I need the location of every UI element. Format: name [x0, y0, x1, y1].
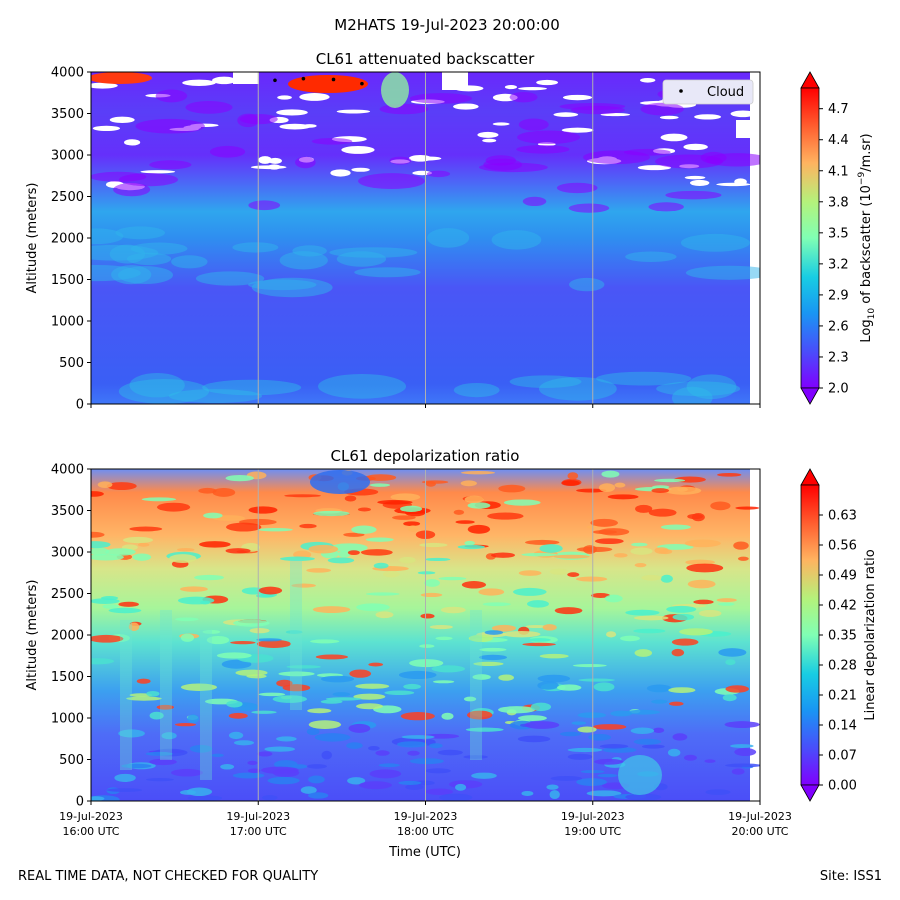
cloud-legend: Cloud [662, 79, 754, 105]
x-tick-date: 19-Jul-2023 [394, 810, 458, 823]
y-tick-label: 0 [76, 795, 84, 810]
x-tick-date: 19-Jul-2023 [59, 810, 123, 823]
y-tick-label: 1000 [51, 315, 84, 330]
x-tick-date: 19-Jul-2023 [561, 810, 625, 823]
cloud-legend-marker [679, 89, 683, 93]
colorbar-tick-label: 0.42 [828, 599, 857, 614]
colorbar-tick-label: 0.63 [828, 509, 857, 524]
backscatter-ylabel: Altitude (meters) [25, 183, 40, 294]
colorbar-tick-label: 0.07 [828, 749, 857, 764]
depolarization-panel: CL61 depolarization ratio 0 500 1000 1500 20… [25, 447, 878, 860]
depolarization-colorbar-label: Linear depolarization ratio [863, 549, 878, 720]
y-tick-label: 3000 [51, 546, 84, 561]
x-tick-date: 19-Jul-2023 [226, 810, 290, 823]
backscatter-colorbar-label: Log10 of backscatter (10−9/m.sr) [857, 133, 877, 342]
y-tick-label: 500 [59, 356, 84, 371]
y-tick-label: 4000 [51, 463, 84, 478]
depolarization-colorbar: 0.00 0.07 0.14 0.21 0.28 0.35 0.42 0.49 0.56 0.63… [800, 468, 878, 802]
colorbar-tick-label: 2.6 [828, 319, 849, 334]
colorbar-tick-label: 2.3 [828, 350, 849, 365]
x-tick-time: 20:00 UTC [731, 825, 788, 838]
y-tick-label: 2000 [51, 629, 84, 644]
colorbar-tick-label: 0.49 [828, 569, 857, 584]
colorbar-tick-label: 4.4 [828, 133, 849, 148]
cloud-layer-red [288, 75, 368, 93]
y-tick-label: 2500 [51, 587, 84, 602]
colorbar-tick-label: 4.1 [828, 164, 849, 179]
backscatter-panel: CL61 attenuated backscatter 0 500 1000 1500… [25, 50, 877, 413]
x-tick-time: 16:00 UTC [62, 825, 119, 838]
figure-title: M2HATS 19-Jul-2023 20:00:00 [334, 16, 559, 34]
x-tick-time: 17:00 UTC [230, 825, 287, 838]
colorbar-tick-label: 0.00 [828, 779, 857, 794]
backscatter-title: CL61 attenuated backscatter [316, 50, 535, 68]
cloud-point [301, 76, 306, 81]
colorbar-tick-label: 0.21 [828, 689, 857, 704]
colorbar-tick-label: 4.7 [828, 102, 849, 117]
y-tick-label: 2500 [51, 190, 84, 205]
cloud-legend-label: Cloud [707, 85, 744, 100]
y-tick-label: 500 [59, 753, 84, 768]
cloud-point [331, 77, 336, 82]
y-tick-label: 3500 [51, 504, 84, 519]
y-tick-label: 3500 [51, 107, 84, 122]
depolarization-title: CL61 depolarization ratio [331, 447, 520, 465]
colorbar-tick-label: 2.0 [828, 382, 849, 397]
x-tick-date: 19-Jul-2023 [728, 810, 792, 823]
depolarization-ylabel: Altitude (meters) [25, 580, 40, 691]
colorbar-tick-label: 0.35 [828, 629, 857, 644]
cloud-point [273, 78, 277, 83]
y-tick-label: 1500 [51, 273, 84, 288]
colorbar-tick-label: 0.56 [828, 539, 857, 554]
y-tick-label: 0 [76, 398, 84, 413]
colorbar-tick-label: 3.2 [828, 257, 849, 272]
colorbar-tick-label: 3.8 [828, 195, 849, 210]
colorbar-tick-label: 0.14 [828, 719, 857, 734]
y-tick-label: 2000 [51, 232, 84, 247]
colorbar-tick-label: 0.28 [828, 659, 857, 674]
x-tick-time: 19:00 UTC [564, 825, 621, 838]
y-tick-label: 4000 [51, 66, 84, 81]
y-tick-label: 1000 [51, 712, 84, 727]
x-axis-label: Time (UTC) [388, 845, 461, 860]
colorbar-tick-label: 3.5 [828, 226, 849, 241]
colorbar-tick-label: 2.9 [828, 288, 849, 303]
y-tick-label: 3000 [51, 149, 84, 164]
quality-disclaimer: REAL TIME DATA, NOT CHECKED FOR QUALITY [18, 869, 319, 884]
cloud-point [360, 81, 364, 86]
site-label: Site: ISS1 [819, 869, 882, 884]
backscatter-colorbar: 2.0 2.3 2.6 2.9 3.2 3.5 3.8 4.1 4.4 4.7 Log10 of … [800, 71, 877, 405]
y-tick-label: 1500 [51, 670, 84, 685]
x-tick-time: 18:00 UTC [397, 825, 454, 838]
